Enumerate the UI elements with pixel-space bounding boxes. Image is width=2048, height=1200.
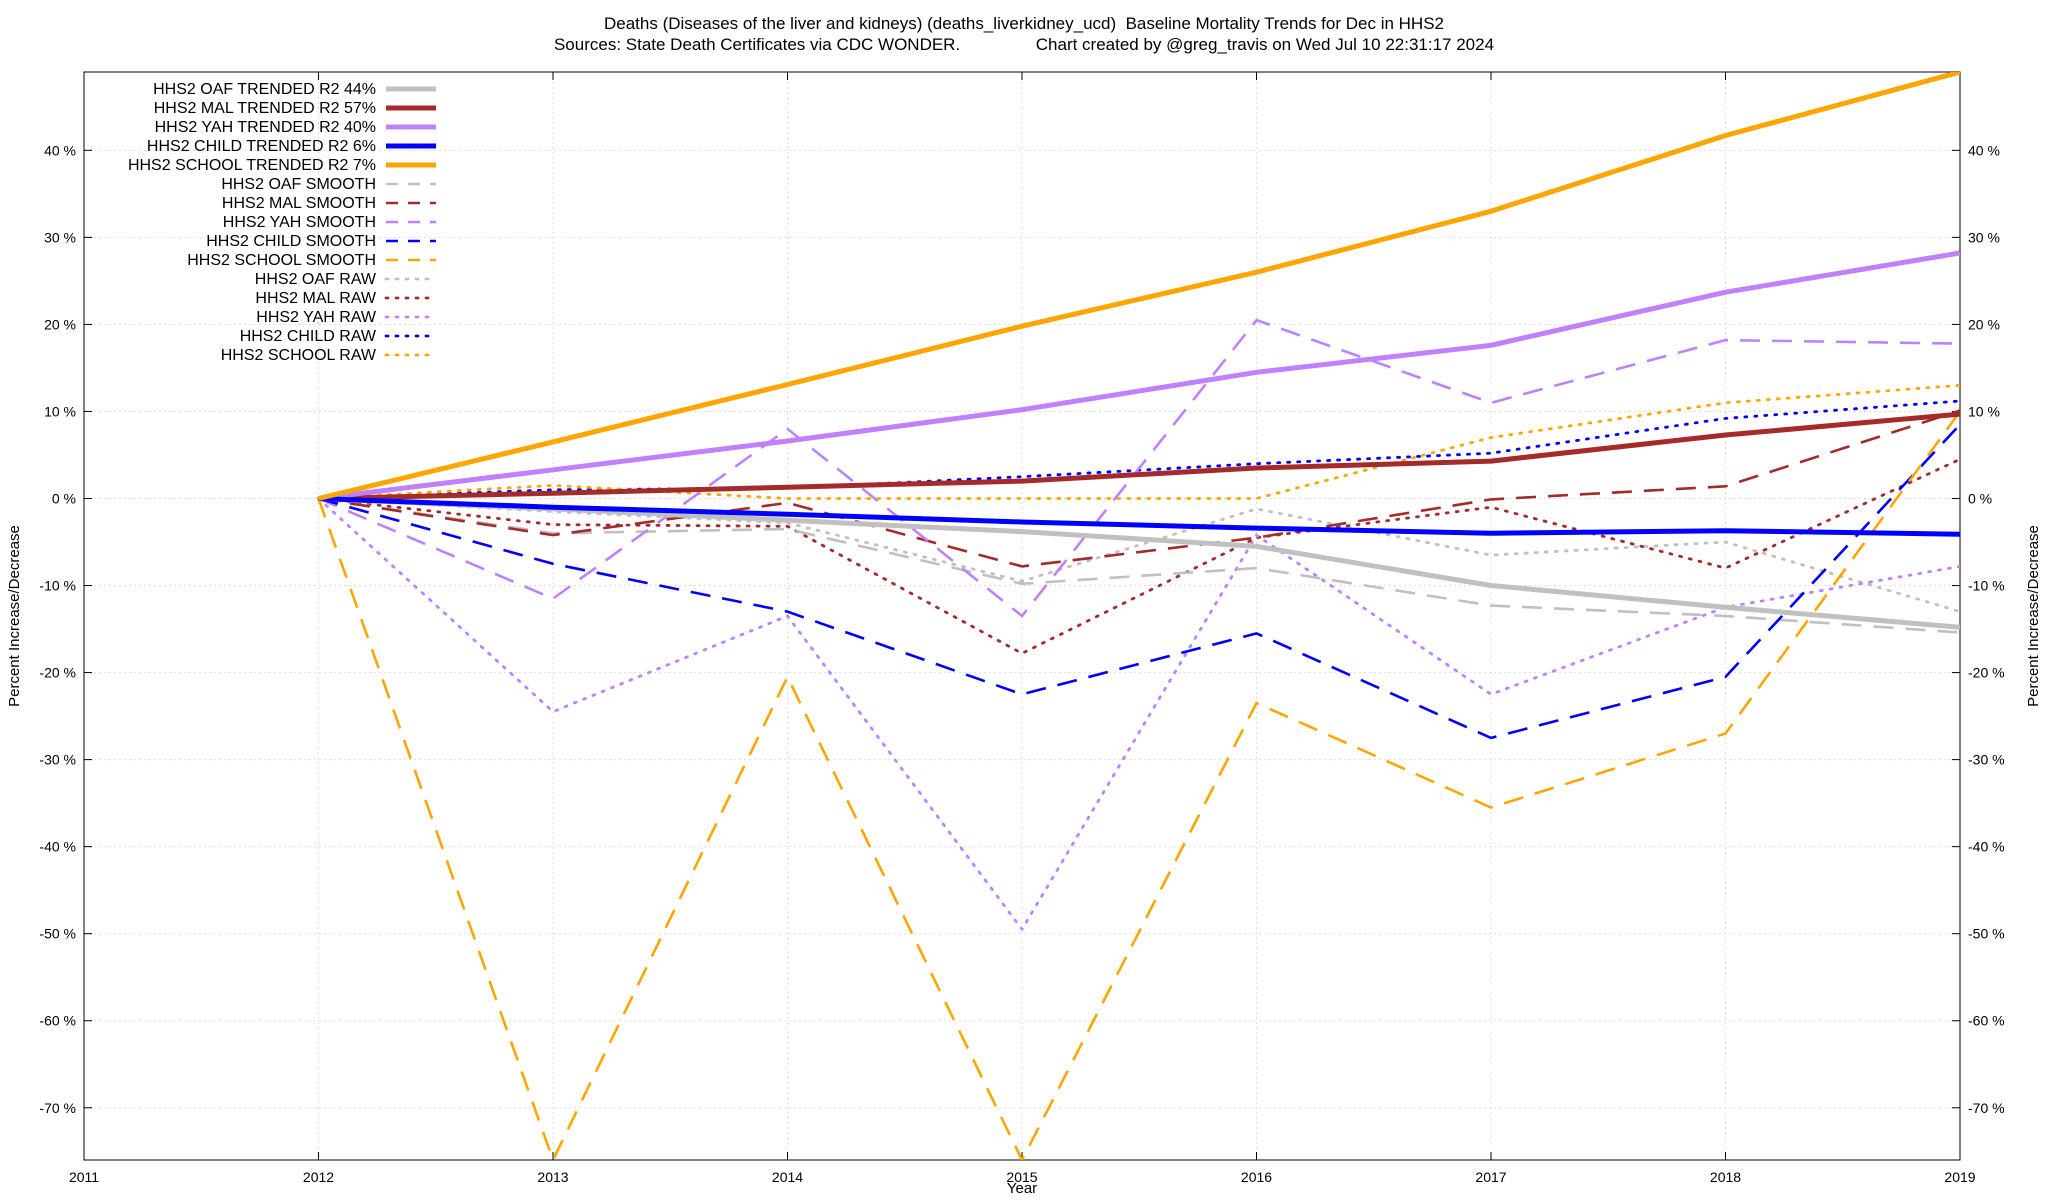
legend-label: HHS2 YAH RAW [256,309,377,326]
x-tick-label: 2016 [1241,1169,1272,1185]
y2-tick-label: 10 % [1968,403,2000,419]
series-line-3 [318,496,1960,537]
legend-label: HHS2 CHILD TRENDED R2 6% [147,138,376,155]
x-tick-label: 2019 [1944,1169,1975,1185]
series-line-6 [318,409,1960,568]
y-tick-label: 20 % [44,316,76,332]
y-tick-label: 10 % [44,403,76,419]
y2-tick-label: -70 % [1968,1100,2005,1116]
series-line-2 [318,250,1960,501]
series-line-7 [317,318,1960,618]
y2-tick-label: 30 % [1968,229,2000,245]
series-line-12 [317,497,1960,931]
x-tick-label: 2012 [303,1169,334,1185]
legend-label: HHS2 CHILD SMOOTH [206,233,376,250]
legend-label: HHS2 YAH SMOOTH [223,214,376,231]
chart-subtitle: Sources: State Death Certificates via CD… [553,35,1495,54]
series-line-14 [317,383,1960,500]
series-line-1 [318,411,1960,501]
y-tick-label: 0 % [52,490,76,506]
legend-label: HHS2 OAF TRENDED R2 44% [153,81,376,98]
y-axis-label: Percent Increase/Decrease [6,525,23,707]
axis-ticks: 2011 2012 2013 2014 2015 2016 2017 2018 2019 -70 … [39,72,2005,1185]
y-tick-label: -40 % [39,839,76,855]
series-line-4 [317,72,1960,501]
y-tick-label: 30 % [44,229,76,245]
y2-tick-label: -30 % [1968,752,2005,768]
y-tick-label: -50 % [39,926,76,942]
legend-label: HHS2 MAL RAW [255,290,377,307]
series-lines [317,72,1960,1160]
grid [84,72,1960,1160]
series-line-0 [318,496,1960,630]
legend-label: HHS2 SCHOOL SMOOTH [187,252,376,269]
series-line-5 [318,497,1960,634]
y2-tick-label: -60 % [1968,1013,2005,1029]
legend-label: HHS2 YAH TRENDED R2 40% [155,119,376,136]
x-tick-label: 2013 [537,1169,568,1185]
y-tick-label: -60 % [39,1013,76,1029]
legend-label: HHS2 SCHOOL TRENDED R2 7% [128,157,376,174]
x-axis-label: Year [1007,1180,1037,1197]
chart-title: Deaths (Diseases of the liver and kidney… [604,14,1444,33]
y2-tick-label: 0 % [1968,490,1992,506]
y2-tick-label: -50 % [1968,926,2005,942]
legend: HHS2 OAF TRENDED R2 44% HHS2 MAL TRENDED … [128,81,438,364]
legend-label: HHS2 OAF SMOOTH [221,176,376,193]
y2-tick-label: 20 % [1968,316,2000,332]
y2-tick-label: -20 % [1968,665,2005,681]
y-tick-label: -20 % [39,665,76,681]
x-tick-label: 2014 [772,1169,803,1185]
y2-tick-label: -40 % [1968,839,2005,855]
y-tick-label: -30 % [39,752,76,768]
y-tick-label: -70 % [39,1100,76,1116]
y2-tick-label: -10 % [1968,578,2005,594]
x-tick-label: 2011 [69,1169,99,1185]
x-tick-label: 2015 [1006,1169,1037,1185]
y-tick-label: 40 % [44,142,76,158]
legend-label: HHS2 MAL SMOOTH [222,195,376,212]
legend-label: HHS2 OAF RAW [255,271,377,288]
x-tick-label: 2017 [1475,1169,1506,1185]
legend-label: HHS2 CHILD RAW [240,328,377,345]
y2-tick-label: 40 % [1968,142,2000,158]
series-line-11 [317,457,1960,655]
y2-axis-label: Percent Increase/Decrease [2025,525,2042,707]
x-tick-label: 2018 [1710,1169,1741,1185]
legend-label: HHS2 SCHOOL RAW [221,347,377,364]
y-tick-label: -10 % [39,578,76,594]
series-line-9 [317,410,1960,1160]
legend-label: HHS2 MAL TRENDED R2 57% [154,100,376,117]
series-line-10 [317,497,1960,613]
series-line-13 [317,399,1960,500]
